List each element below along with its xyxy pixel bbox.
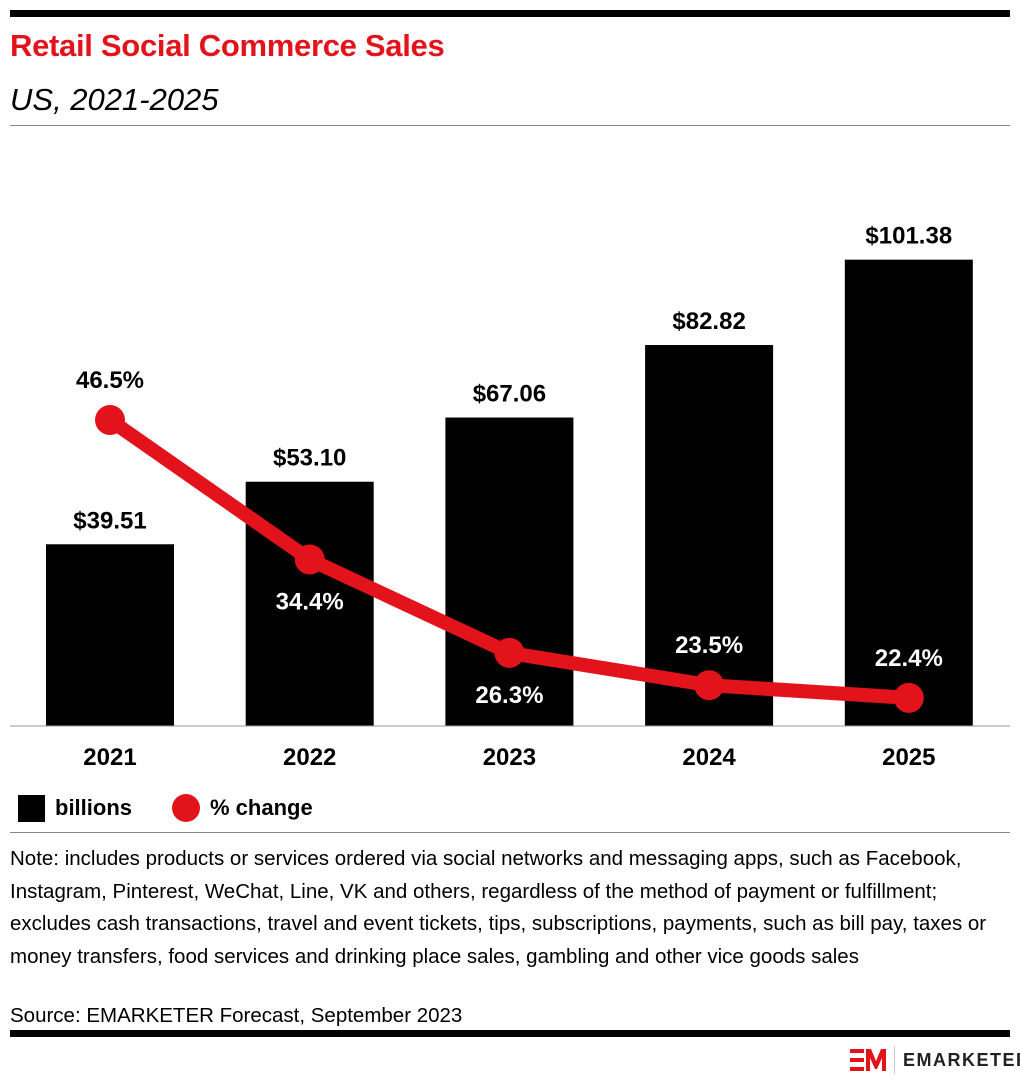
line-value-label: 26.3% [475,682,543,709]
bar [445,417,574,726]
line-point [294,544,325,575]
line-point [95,405,125,435]
chart-area: $39.51 2021 $53.10 2022 $67.06 2023 $82.82 2024… [10,223,1010,771]
chart-subtitle: US, 2021-2025 [10,82,219,117]
legend-bar-label: billions [55,795,132,820]
line-value-label: 34.4% [276,589,344,616]
legend: billions % change [18,794,313,822]
logo-separator [894,1046,895,1074]
top-bar [10,10,1010,17]
bar-value-label: $67.06 [473,381,546,408]
legend-line-label: % change [210,795,313,820]
x-tick-label: 2022 [283,744,336,771]
bar-value-label: $82.82 [672,308,745,335]
x-tick-label: 2025 [882,744,935,771]
emarketer-logo: EMARKETER [850,1046,1020,1074]
x-tick-label: 2024 [682,744,736,771]
legend-line-swatch [172,794,200,822]
note: Note: includes products or services orde… [10,847,987,968]
bar-value-label: $39.51 [73,507,146,534]
bar-value-label: $101.38 [865,223,952,250]
line-point [494,637,525,668]
legend-bar-swatch [18,794,45,822]
bar [844,259,973,726]
line-point [694,670,725,701]
line-value-label: 22.4% [875,645,943,672]
brand-name: EMARKETER [903,1049,1020,1070]
chart-title: Retail Social Commerce Sales [10,28,445,63]
source: Source: EMARKETER Forecast, September 20… [10,1004,463,1027]
bar [46,544,174,726]
line-value-label: 46.5% [76,367,144,394]
bottom-bar [10,1030,1010,1037]
x-tick-label: 2021 [83,744,136,771]
line-point [893,682,924,713]
em-logo-icon [850,1049,886,1071]
bar [645,345,774,726]
line-value-label: 23.5% [675,632,743,659]
x-tick-label: 2023 [483,744,536,771]
bar-value-label: $53.10 [273,445,346,472]
divider [10,832,1010,833]
divider [10,125,1010,126]
